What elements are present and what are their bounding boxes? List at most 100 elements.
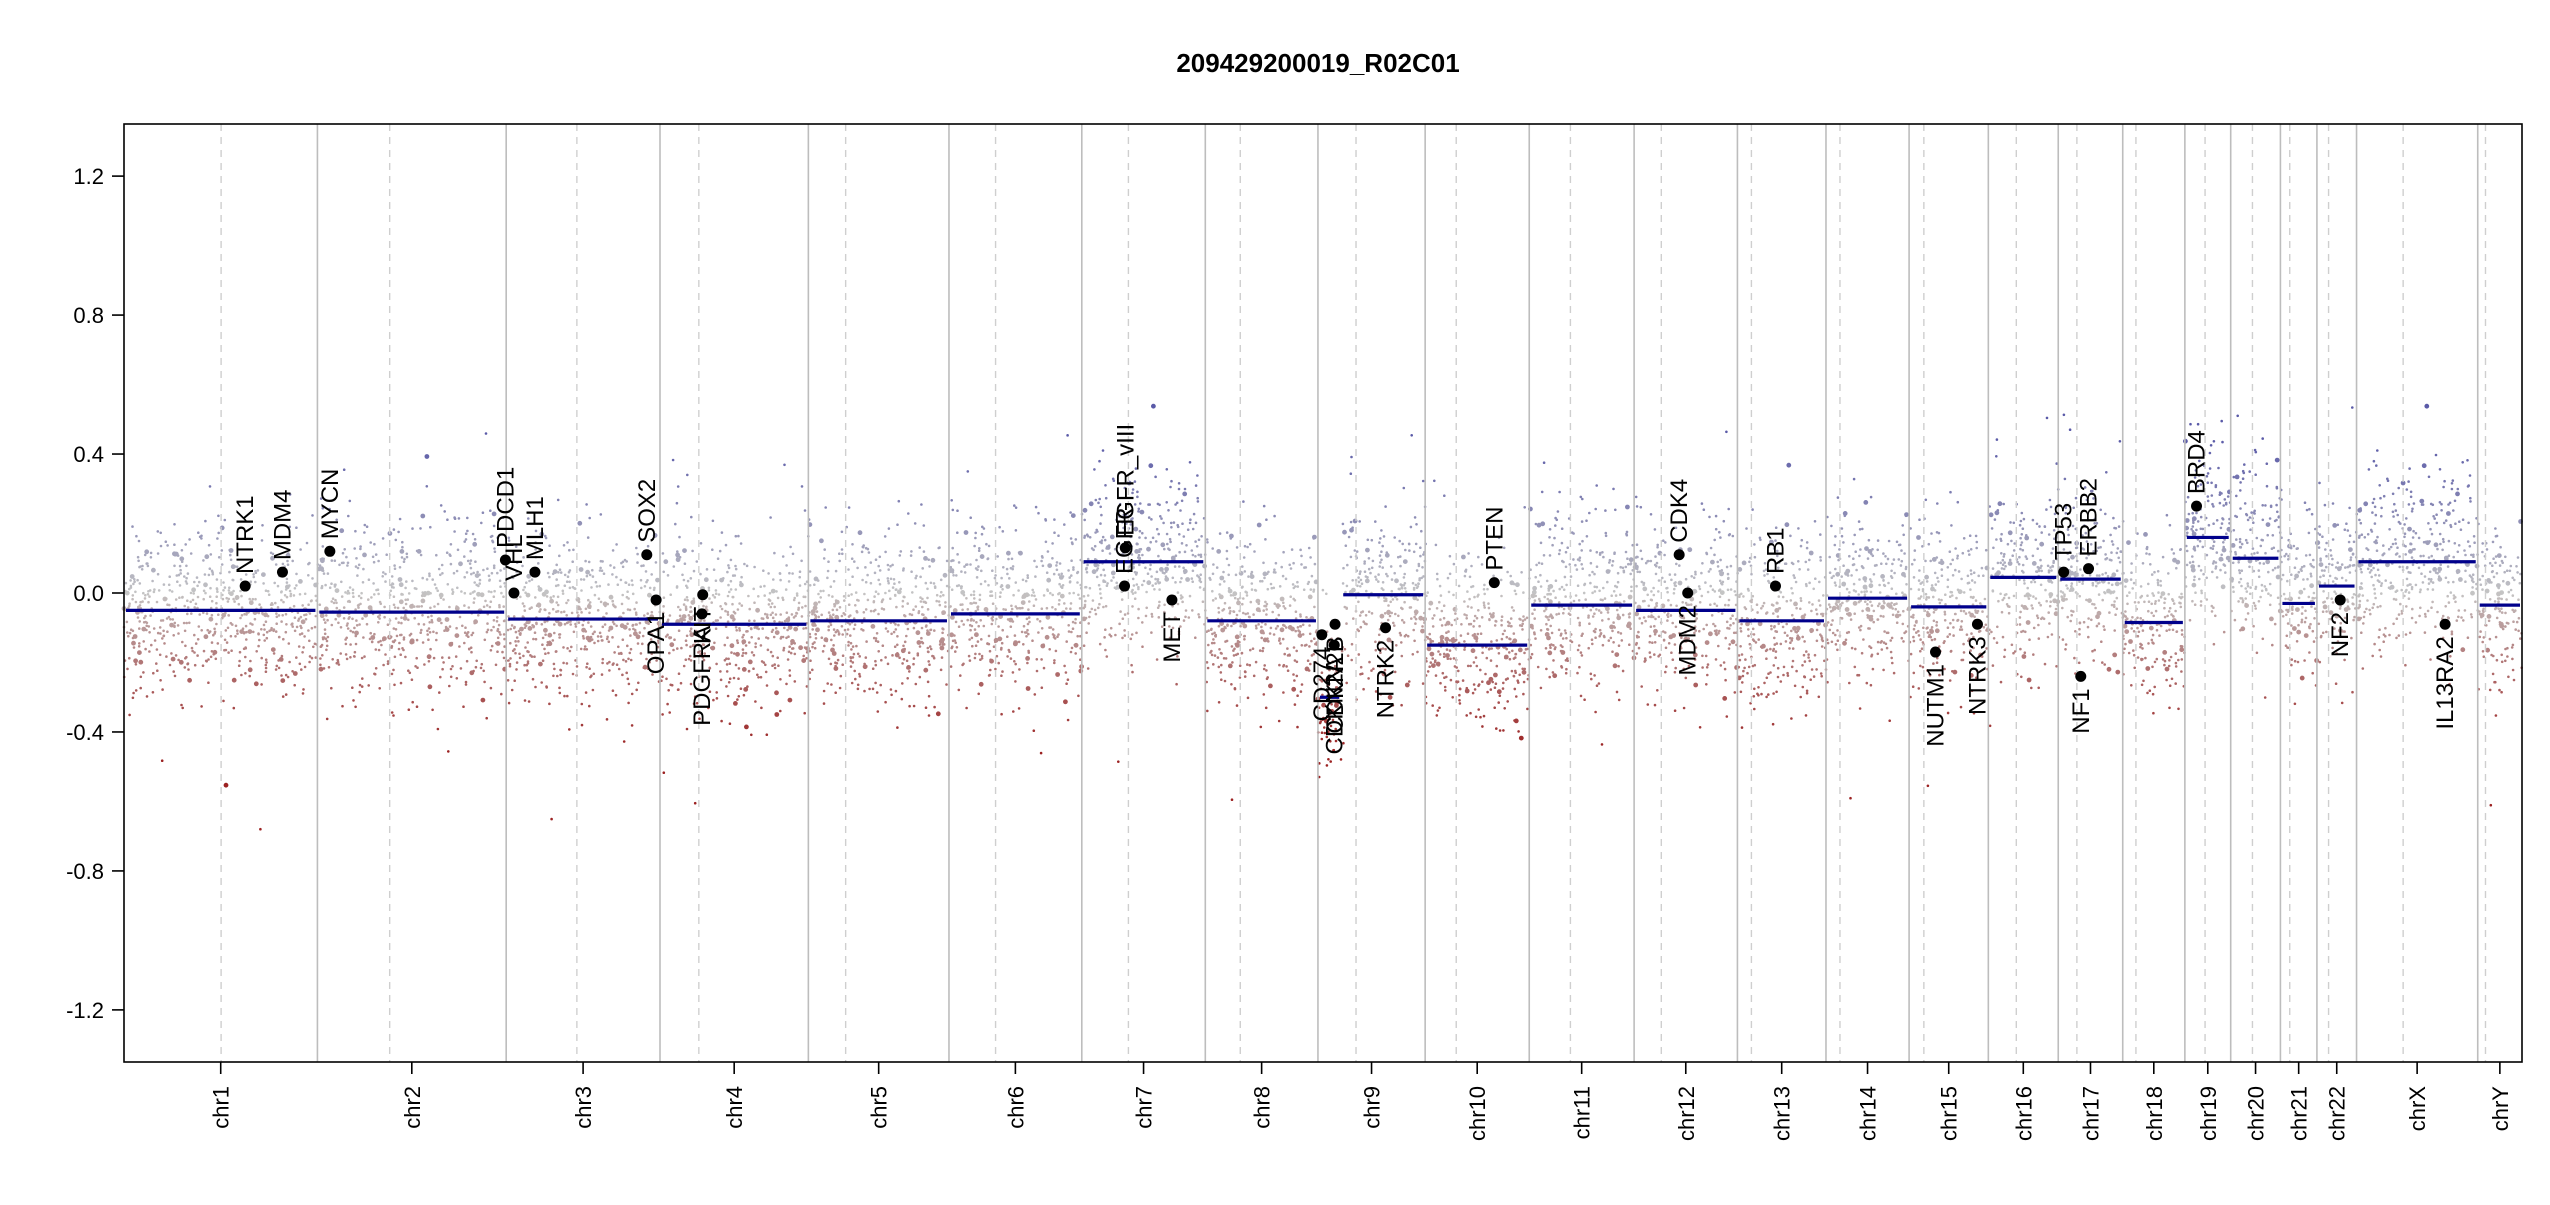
probe-dots <box>170 656 176 662</box>
probe-dots <box>185 655 2140 660</box>
probe-dots <box>288 493 2222 497</box>
gene-point-cdkn2b <box>1329 618 1341 630</box>
chromosome-label-chr4: chr4 <box>722 1086 747 1129</box>
probe-dots <box>1238 570 1906 577</box>
gene-label-vhl: VHL <box>501 534 528 581</box>
probe-dots <box>186 612 2482 617</box>
probe-dots <box>1498 729 1505 732</box>
probe-dots <box>321 653 2136 657</box>
probe-dots <box>140 610 2516 614</box>
chromosome-label-chr20: chr20 <box>2244 1086 2269 1141</box>
gene-point-nf1 <box>2075 670 2087 682</box>
probe-dots <box>178 596 2377 600</box>
probe-dots <box>320 557 2449 564</box>
probe-dots <box>1321 702 1339 708</box>
probe-dots <box>420 598 2092 604</box>
probe-dots <box>862 664 1084 670</box>
gene-point-il13ra2 <box>2439 618 2451 630</box>
axes: -1.2 -0.8 -0.4 0.0 0.4 0.8 1.2 chr1 chr2 chr3 chr4… <box>66 123 2523 1141</box>
probe-dots <box>348 499 2472 503</box>
probe-dots <box>744 724 749 730</box>
probe-dots <box>361 676 2174 681</box>
probe-dots <box>1191 527 2317 531</box>
probe-dots <box>1329 724 1992 728</box>
gene-label-nf1: NF1 <box>2068 688 2095 733</box>
probe-dots <box>164 608 2467 612</box>
gene-label-mycn: MYCN <box>317 469 344 540</box>
probe-dots <box>1262 504 1266 508</box>
y-tick-label: -0.4 <box>66 720 104 745</box>
probe-dots <box>390 710 1597 714</box>
probe-dots <box>2391 492 2395 496</box>
probe-dots <box>2434 453 2438 457</box>
probe-dots <box>204 554 210 560</box>
probe-dots <box>1540 521 1546 527</box>
probe-dots <box>1182 491 2460 497</box>
gene-point-nutm1 <box>1930 646 1942 658</box>
gene-label-rb1: RB1 <box>1762 527 1789 574</box>
probe-dots <box>1387 694 1393 700</box>
probe-dots <box>1032 729 1520 733</box>
probe-dots <box>823 637 829 643</box>
probe-dots <box>671 458 675 462</box>
gene-label-il13ra2: IL13RA2 <box>2432 636 2459 729</box>
probe-dots <box>1496 689 1502 695</box>
probe-dots <box>1105 545 1111 550</box>
probe-dots <box>360 684 2186 689</box>
probe-dots <box>755 607 760 613</box>
probe-dots <box>2234 474 2240 480</box>
probe-dots <box>207 680 2497 685</box>
gene-label-pten: PTEN <box>1481 507 1508 571</box>
probe-dots <box>537 586 1935 592</box>
probe-dots <box>935 711 941 717</box>
probe-dots <box>210 569 2512 574</box>
probe-dots <box>1025 655 1030 661</box>
gene-point-sox2 <box>641 549 653 561</box>
probe-dots <box>1600 743 1604 746</box>
probe-dots <box>194 602 2402 606</box>
probe-dots <box>2105 470 2251 475</box>
probe-dots <box>158 652 2504 657</box>
probe-dots <box>1109 534 1921 540</box>
probe-dots <box>132 634 209 640</box>
gene-point-pdcd1 <box>499 554 511 566</box>
probe-dots <box>1082 507 2363 513</box>
probe-dots <box>729 643 1766 649</box>
gene-label-nf2: NF2 <box>2327 612 2354 657</box>
probe-dots <box>155 662 1935 666</box>
probe-dots <box>750 733 1336 737</box>
chart-title: 209429200019_R02C01 <box>1176 48 1459 78</box>
probe-dots <box>295 526 2497 531</box>
gene-point-brd4 <box>2191 500 2203 512</box>
probe-dots <box>1342 741 1345 745</box>
probe-dots <box>898 580 901 584</box>
chromosome-label-chr12: chr12 <box>1674 1086 1699 1141</box>
probe-dots <box>125 630 2427 635</box>
probe-dots <box>202 610 2507 615</box>
probe-dots <box>1139 509 1145 515</box>
gene-point-egfr <box>1119 580 1131 592</box>
probe-dots <box>343 546 2489 551</box>
gene-point-mlh1 <box>529 566 541 578</box>
chromosome-label-chr1: chr1 <box>209 1086 234 1129</box>
probe-dots <box>1177 481 2454 485</box>
probe-dots <box>477 607 2283 614</box>
probe-dots <box>275 664 2178 669</box>
probe-dots <box>2118 439 2224 444</box>
chromosome-label-chr22: chr22 <box>2325 1086 2350 1141</box>
probe-dots <box>483 679 1783 684</box>
probe-dots <box>148 594 2464 598</box>
chromosome-label-chr7: chr7 <box>1132 1086 1157 1129</box>
chromosome-label-chr8: chr8 <box>1250 1086 1275 1129</box>
probe-dots <box>469 549 2280 553</box>
probe-dots <box>1320 737 1324 741</box>
probe-dots <box>351 630 2226 634</box>
gene-point-kit <box>697 589 709 601</box>
probe-dots <box>622 740 1332 743</box>
probe-dots <box>2067 533 2070 537</box>
chromosome-label-chr11: chr11 <box>1570 1086 1595 1139</box>
gene-label-erbb2: ERBB2 <box>2076 478 2103 557</box>
probe-dots <box>1063 699 1068 705</box>
probe-dots <box>125 619 2515 624</box>
